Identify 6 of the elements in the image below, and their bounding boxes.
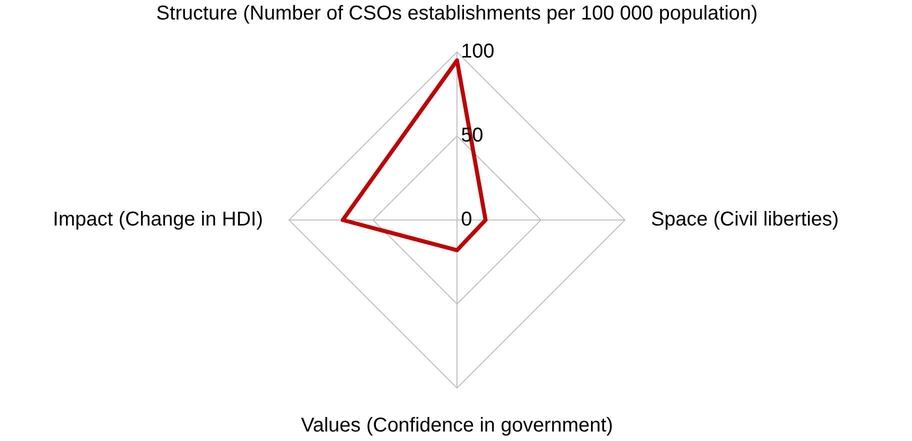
y-tick-label: 0 [461, 208, 472, 231]
y-tick-label: 100 [461, 40, 494, 63]
spoke-label: Impact (Change in HDI) [52, 208, 263, 231]
spoke-label: Values (Confidence in government) [300, 414, 614, 437]
spoke-label: Space (Civil liberties) [651, 208, 839, 231]
spoke-label: Structure (Number of CSOs establishments per 100 000 population) [156, 2, 758, 25]
